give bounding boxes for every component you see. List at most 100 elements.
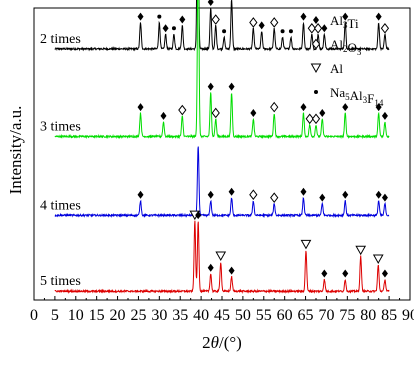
peak-marker-diamond: [250, 108, 257, 117]
peak-marker-open-triangle: [300, 239, 312, 250]
x-tick-label: 20: [110, 307, 126, 324]
legend-entry-3: Al: [330, 61, 343, 76]
x-tick-label: 25: [130, 307, 146, 324]
x-tick-label: 30: [151, 307, 167, 324]
series-label-2: 3 times: [40, 119, 81, 134]
x-tick-label: 80: [360, 307, 376, 324]
x-tick-label: 35: [172, 307, 188, 324]
peak-marker-diamond: [381, 269, 388, 278]
series-label-3: 4 times: [40, 198, 81, 213]
y-axis-label: Intensity/a.u.: [6, 106, 25, 195]
peak-marker-dot: [288, 29, 293, 34]
peak-marker-diamond: [375, 103, 382, 112]
peak-marker-diamond: [207, 0, 214, 6]
peak-marker-diamond: [375, 190, 382, 199]
x-tick-label: 50: [235, 307, 251, 324]
peak-marker-diamond: [228, 187, 235, 196]
series-line-4: [54, 220, 390, 295]
peak-marker-diamond: [381, 193, 388, 202]
x-tick-label: 0: [30, 307, 38, 324]
x-tick-label: 70: [318, 307, 334, 324]
series-label-1: 2 times: [40, 32, 81, 47]
peak-marker-open-diamond: [307, 22, 316, 34]
peak-marker-open-diamond: [311, 113, 321, 125]
x-axis-label-theta: θ: [211, 333, 219, 352]
series-label-layer: 2 times 3 times 4 times 5 times: [40, 32, 81, 289]
peak-marker-layer: [137, 0, 390, 278]
series-label-4: 5 times: [40, 274, 81, 289]
peak-marker-diamond: [258, 21, 265, 30]
legend-symbol-diamond: [313, 16, 319, 24]
peak-marker-diamond: [207, 190, 214, 199]
legend-entry-1: Al3Ti: [330, 13, 359, 31]
x-tick-label: 5: [51, 307, 59, 324]
series-line-2: [54, 0, 390, 140]
peak-marker-diamond: [160, 111, 167, 120]
peak-marker-dot: [222, 29, 227, 34]
peak-marker-diamond: [342, 269, 349, 278]
peak-marker-open-triangle: [215, 251, 227, 262]
series-line-1: [54, 0, 390, 52]
peak-marker-open-triangle: [372, 254, 384, 264]
x-tick-label: 90: [402, 307, 414, 324]
peak-marker-open-diamond: [380, 22, 390, 34]
peak-marker-diamond: [137, 190, 144, 199]
x-tick-label: 85: [381, 307, 397, 324]
legend: Al3Ti Al2O3 Al Na5Al3F14: [310, 13, 384, 108]
peak-marker-open-diamond: [270, 101, 279, 113]
x-axis-label-unit: /(°): [219, 333, 242, 352]
peak-marker-diamond: [195, 211, 202, 220]
peak-marker-diamond: [228, 82, 235, 91]
peak-marker-diamond: [137, 103, 144, 112]
peak-marker-open-diamond: [305, 113, 314, 125]
x-tick-label: 60: [277, 307, 293, 324]
peak-marker-open-diamond: [270, 192, 279, 203]
peak-marker-diamond: [228, 266, 235, 275]
peak-marker-diamond: [162, 24, 169, 33]
legend-symbol-open-diamond: [311, 38, 321, 50]
x-tick-label: 10: [68, 307, 84, 324]
peak-marker-diamond: [342, 190, 349, 199]
peak-marker-diamond: [179, 15, 186, 24]
peak-marker-open-diamond: [313, 22, 323, 34]
x-tick-label: 75: [339, 307, 355, 324]
peak-marker-open-diamond: [249, 17, 258, 28]
x-axis-label: 2θ/(°): [202, 333, 242, 352]
peak-marker-diamond: [321, 24, 328, 33]
legend-entry-4: Na5Al3F14: [330, 85, 384, 108]
peak-marker-open-diamond: [211, 107, 220, 119]
peak-marker-open-diamond: [270, 17, 279, 28]
peak-marker-diamond: [375, 12, 382, 21]
peak-marker-diamond: [300, 103, 307, 112]
x-tick-label: 45: [214, 307, 230, 324]
legend-symbol-open-triangle: [310, 63, 322, 74]
peak-marker-open-diamond: [249, 189, 258, 201]
legend-entry-2: Al2O3: [330, 37, 362, 57]
peak-marker-open-diamond: [211, 14, 220, 25]
series-layer: [54, 0, 390, 295]
peak-marker-diamond: [300, 187, 307, 196]
x-axis-label-prefix: 2: [202, 333, 211, 352]
x-tick-label: 65: [298, 307, 314, 324]
peak-marker-diamond: [342, 12, 349, 21]
peak-marker-diamond: [381, 111, 388, 120]
peak-marker-dot: [157, 14, 162, 19]
x-axis: 0 5 10 15 20 25 30 35 40 45 50 55 60 65 70 75 80 85 90: [30, 296, 414, 324]
peak-marker-diamond: [300, 12, 307, 21]
peak-marker-dot: [280, 29, 285, 34]
peak-marker-diamond: [319, 193, 326, 202]
x-tick-label: 15: [89, 307, 105, 324]
peak-marker-diamond: [342, 103, 349, 112]
legend-symbol-dot: [314, 90, 318, 94]
x-tick-label: 55: [256, 307, 272, 324]
peak-marker-open-diamond: [178, 104, 187, 116]
x-tick-label: 40: [193, 307, 209, 324]
peak-marker-diamond: [319, 108, 326, 117]
peak-marker-diamond: [207, 82, 214, 91]
series-line-3: [54, 146, 390, 219]
peak-marker-diamond: [207, 263, 214, 272]
peak-marker-diamond: [137, 12, 144, 21]
peak-marker-diamond: [321, 269, 328, 278]
peak-marker-dot: [171, 26, 176, 31]
